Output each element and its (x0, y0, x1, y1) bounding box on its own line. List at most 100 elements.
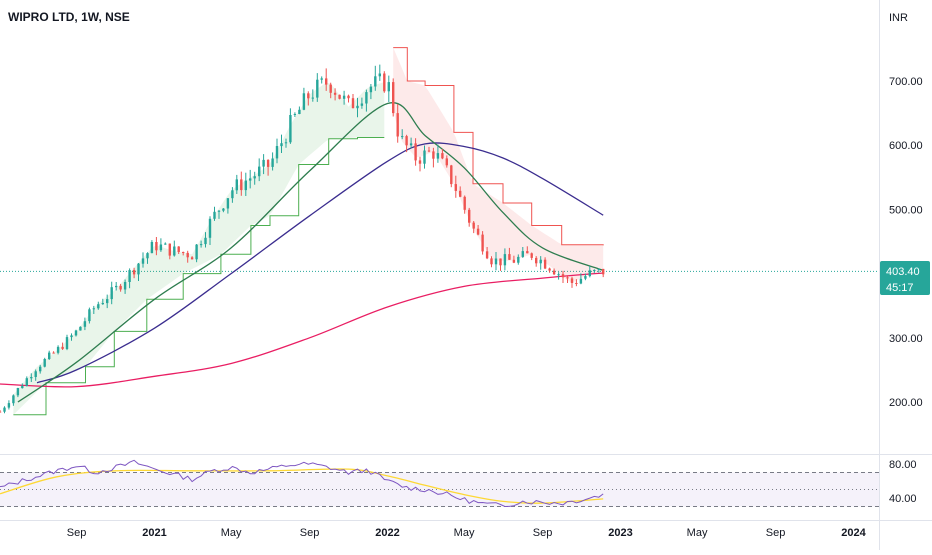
candle-body (307, 93, 310, 99)
candle-body (217, 210, 221, 212)
candle-body (548, 268, 551, 271)
candle-body (441, 153, 444, 159)
candle-body (150, 242, 154, 254)
y-tick-label: 600.00 (889, 140, 923, 152)
x-tick-label: May (687, 527, 708, 539)
candle-body (88, 309, 91, 322)
x-tick-label: Sep (766, 527, 786, 539)
candle-body (503, 254, 507, 266)
candle-body (231, 190, 234, 199)
candle-body (427, 150, 431, 152)
candle-body (552, 270, 556, 275)
candle-body (266, 159, 270, 167)
candle-body (101, 303, 104, 305)
candle-body (378, 73, 381, 77)
price-badge-price: 403.40 (886, 266, 920, 278)
candle-body (392, 82, 395, 114)
candle-body (240, 179, 243, 191)
candle-body (579, 278, 583, 284)
candle-body (74, 330, 78, 336)
candle-body (177, 246, 180, 252)
candle-body (52, 352, 55, 354)
candle-body (418, 160, 422, 164)
rsi-y-tick-label: 40.00 (889, 493, 917, 505)
candle-body (387, 82, 390, 92)
candle-body (454, 184, 457, 191)
candle-body (472, 222, 475, 229)
candle-body (190, 257, 194, 260)
candle-body (543, 259, 547, 269)
candle-body (141, 258, 145, 264)
candle-body (293, 114, 297, 115)
candle-body (249, 178, 252, 181)
candle-body (356, 105, 359, 109)
candle-body (128, 270, 131, 282)
indicator-line-layer (0, 47, 604, 416)
candle-body (561, 274, 565, 278)
candle-body (450, 165, 453, 185)
candle-body (436, 153, 440, 159)
candle-body (588, 270, 591, 277)
candle-body (535, 257, 538, 264)
candle-body (468, 209, 471, 223)
candle-body (168, 243, 171, 256)
candle-body (476, 228, 480, 235)
candle-body (405, 136, 408, 146)
candle-body (48, 352, 51, 359)
supertrend-fill-layer (13, 47, 604, 415)
candle-body (298, 109, 301, 114)
candle-body (539, 259, 542, 264)
candle-body (34, 371, 37, 377)
candle-body (566, 277, 569, 279)
candle-body (258, 166, 261, 177)
x-tick-label: Sep (300, 527, 320, 539)
candle-body (432, 151, 435, 159)
candle-body (79, 326, 82, 331)
x-tick-label: 2023 (608, 527, 632, 539)
y-tick-label: 700.00 (889, 76, 923, 88)
price-badge-bg (880, 261, 930, 295)
candle-body (92, 308, 95, 310)
rsi-line (0, 459, 604, 508)
candle-body (445, 158, 448, 166)
candle-body (316, 79, 319, 98)
candle-body (517, 256, 520, 263)
candle-body (262, 159, 265, 167)
ma-mid-line (36, 142, 604, 384)
candle-body (70, 335, 73, 338)
candle-body (39, 366, 42, 372)
candle-body (409, 143, 413, 146)
chart-title: WIPRO LTD, 1W, NSE (8, 10, 130, 24)
supertrend-down-line (393, 47, 604, 246)
candle-body (199, 244, 203, 246)
x-tick-label: May (221, 527, 242, 539)
candle-body (56, 346, 60, 353)
candle-body (485, 251, 489, 259)
candle-body (459, 190, 462, 197)
x-tick-label: Sep (67, 527, 87, 539)
candle-body (369, 86, 373, 93)
candle-body (222, 208, 225, 211)
x-tick-label: 2021 (142, 527, 166, 539)
candle-body (325, 78, 328, 85)
candle-body (338, 94, 341, 99)
rsi-ma-line (0, 468, 604, 504)
candle-body (132, 270, 136, 275)
price-badge: 403.40 45:17 (880, 261, 930, 295)
candle-body (3, 407, 6, 412)
axis-layer: 200.00300.00400.00500.00600.00700.00Sep2… (67, 76, 923, 539)
candle-body (570, 278, 574, 283)
candle-body (21, 385, 24, 389)
candle-body (530, 253, 533, 258)
candle-body (61, 346, 64, 349)
candle-body (508, 254, 511, 260)
x-tick-label: 2024 (841, 527, 866, 539)
supertrend-up-fill (13, 82, 385, 415)
currency-label: INR (889, 12, 908, 24)
candle-body (12, 395, 15, 404)
candle-body (320, 78, 323, 80)
candle-body (182, 252, 185, 253)
